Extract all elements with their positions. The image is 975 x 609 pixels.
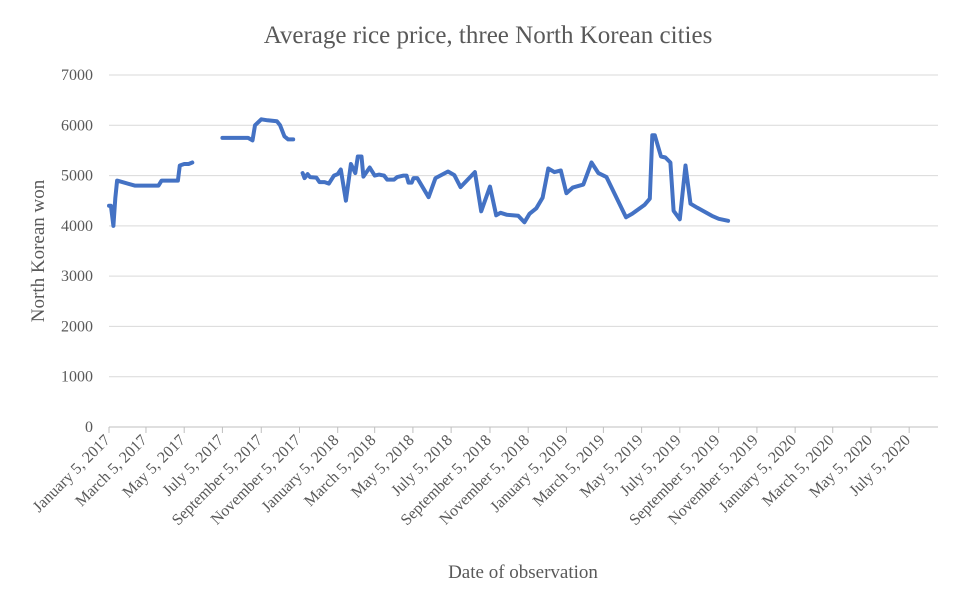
y-axis-tick-labels: 0 1000 2000 3000 4000 5000 6000 7000 [61,67,93,436]
y-tick-label: 3000 [61,268,93,285]
y-tick-label: 1000 [61,369,93,386]
y-tick-label: 0 [85,419,93,436]
y-axis-title: North Korean won [28,179,49,322]
series-line-segment [220,117,296,143]
series-lines [107,117,731,228]
gridlines [109,74,938,378]
y-tick-label: 6000 [61,117,93,134]
y-tick-label: 5000 [61,168,93,185]
series-line-segment [300,133,731,225]
chart-title: Average rice price, three North Korean c… [264,22,713,49]
y-tick-label: 7000 [61,67,93,84]
y-tick-label: 2000 [61,318,93,335]
y-tick-label: 4000 [61,218,93,235]
series-line-segment [107,160,195,228]
x-axis-title: Date of observation [448,562,598,583]
